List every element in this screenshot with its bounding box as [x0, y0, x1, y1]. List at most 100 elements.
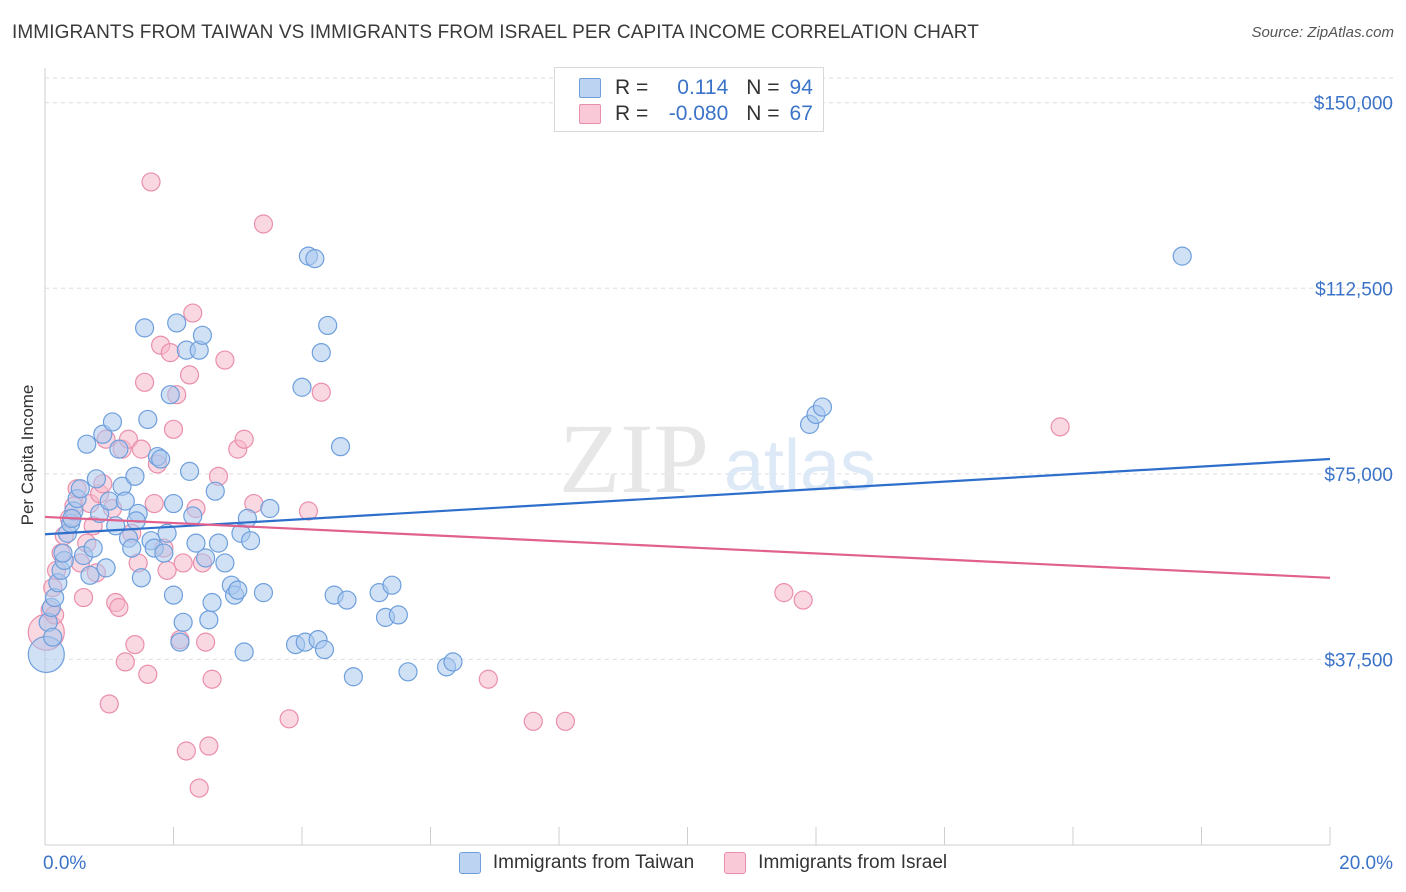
taiwan-point: [80, 565, 100, 585]
taiwan-swatch: [579, 78, 601, 98]
israel-point: [179, 365, 200, 385]
y-tick-label: $150,000: [1314, 94, 1393, 115]
taiwan-point: [96, 558, 116, 578]
israel-point: [134, 372, 155, 392]
israel-point: [202, 669, 222, 689]
taiwan-point: [163, 493, 184, 514]
israel-legend-swatch: [724, 852, 747, 874]
source-label: Source: ZipAtlas.com: [1251, 24, 1394, 41]
israel-point: [173, 553, 193, 573]
taiwan-legend-swatch: [458, 852, 481, 874]
taiwan-point: [154, 543, 174, 563]
taiwan-point: [70, 479, 90, 499]
taiwan-point: [241, 531, 261, 551]
taiwan-point: [122, 538, 142, 558]
taiwan-r-value: 0.114: [677, 76, 729, 99]
israel-swatch: [579, 104, 601, 124]
taiwan-point: [382, 575, 402, 595]
israel-points: [27, 172, 1070, 798]
n-label: N =: [746, 76, 780, 99]
taiwan-legend-label: Immigrants from Taiwan: [492, 852, 695, 873]
israel-point: [215, 350, 235, 370]
taiwan-point: [99, 491, 119, 511]
taiwan-point: [183, 506, 203, 526]
taiwan-point: [330, 437, 351, 457]
taiwan-point: [443, 652, 463, 672]
taiwan-point: [131, 568, 151, 588]
taiwan-point: [134, 318, 155, 338]
taiwan-point: [398, 662, 418, 682]
israel-point: [196, 632, 216, 652]
israel-point: [774, 583, 794, 603]
taiwan-point: [253, 583, 274, 603]
israel-point: [183, 303, 203, 323]
israel-point: [163, 419, 184, 439]
israel-n-value: 67: [789, 102, 813, 125]
y-tick-label: $112,500: [1315, 279, 1393, 300]
taiwan-point: [305, 249, 325, 269]
israel-point: [160, 343, 180, 363]
x-tick-label: 20.0%: [1339, 853, 1393, 874]
axes: [44, 68, 1331, 846]
taiwan-points: [27, 246, 1192, 687]
israel-point: [311, 382, 331, 402]
trend-lines: [44, 457, 1331, 579]
israel-point: [279, 709, 299, 729]
watermark-zip: ZIP: [559, 403, 709, 514]
israel-point: [478, 669, 498, 689]
taiwan-point: [314, 639, 335, 660]
taiwan-point: [208, 533, 229, 553]
israel-point: [555, 711, 576, 731]
israel-point: [234, 429, 254, 449]
taiwan-point: [167, 313, 187, 333]
israel-point: [253, 214, 274, 234]
taiwan-point: [157, 523, 177, 543]
israel-r-value: -0.080: [668, 102, 729, 125]
taiwan-point: [53, 543, 73, 563]
israel-trend-line: [44, 515, 1331, 579]
taiwan-point: [237, 508, 257, 529]
taiwan-point: [337, 590, 357, 610]
taiwan-point: [102, 412, 123, 432]
series-legend: Immigrants from Taiwan Immigrants from I…: [0, 852, 1406, 874]
taiwan-point: [260, 498, 280, 519]
taiwan-point: [199, 610, 219, 630]
taiwan-point: [196, 548, 216, 568]
taiwan-point: [205, 481, 225, 501]
taiwan-point: [138, 409, 158, 430]
taiwan-point: [125, 466, 145, 486]
israel-point: [793, 590, 813, 610]
taiwan-point: [812, 397, 833, 417]
israel-point: [141, 172, 161, 192]
tick-labels: $37,500 $75,000 $112,500 $150,000 0.0% 20.0%: [43, 94, 1393, 874]
israel-point: [73, 587, 94, 608]
taiwan-point: [192, 325, 213, 345]
taiwan-point: [311, 343, 331, 363]
taiwan-point: [228, 580, 248, 600]
taiwan-point: [170, 632, 190, 652]
israel-point: [157, 560, 177, 580]
taiwan-point: [292, 377, 312, 397]
chart-title: IMMIGRANTS FROM TAIWAN VS IMMIGRANTS FRO…: [12, 22, 979, 43]
taiwan-point: [388, 605, 408, 625]
israel-legend-label: Immigrants from Israel: [758, 852, 948, 873]
israel-point: [115, 652, 135, 672]
israel-point: [199, 736, 219, 756]
taiwan-point: [318, 315, 338, 336]
legend-item-israel[interactable]: Immigrants from Israel: [724, 852, 947, 874]
zipatlas-watermark: ZIP atlas: [559, 403, 876, 514]
taiwan-point: [115, 491, 135, 511]
israel-point: [125, 634, 145, 655]
taiwan-point: [163, 585, 184, 605]
taiwan-point: [179, 461, 200, 481]
taiwan-point: [43, 627, 63, 647]
israel-point: [138, 664, 158, 684]
israel-point: [144, 493, 164, 514]
taiwan-point: [173, 612, 193, 632]
taiwan-point: [77, 434, 97, 454]
israel-point: [1050, 417, 1070, 437]
taiwan-point: [215, 553, 235, 573]
taiwan-point: [109, 439, 129, 459]
legend-item-taiwan[interactable]: Immigrants from Taiwan: [458, 852, 695, 874]
